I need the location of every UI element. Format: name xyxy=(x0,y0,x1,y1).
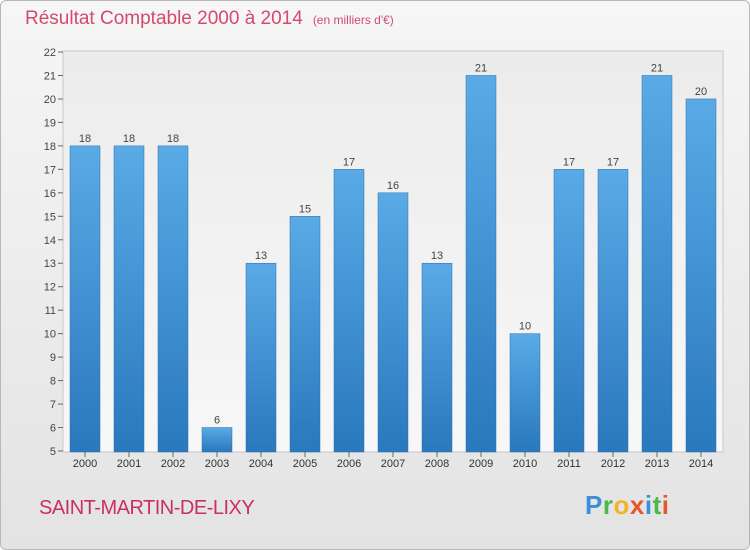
x-tick-label: 2000 xyxy=(73,458,97,470)
y-tick-label: 6 xyxy=(50,423,56,435)
bar xyxy=(289,216,321,453)
data-label: 20 xyxy=(695,86,707,98)
bar xyxy=(377,192,409,453)
logo-letter: t xyxy=(652,490,662,520)
x-tick-label: 2014 xyxy=(689,458,713,470)
y-tick-label: 18 xyxy=(44,141,56,153)
data-label: 13 xyxy=(255,250,267,262)
data-label: 15 xyxy=(299,203,311,215)
data-label: 6 xyxy=(214,415,220,427)
x-tick-label: 2008 xyxy=(425,458,449,470)
x-tick-label: 2013 xyxy=(645,458,669,470)
x-tick-label: 2001 xyxy=(117,458,141,470)
y-tick-label: 12 xyxy=(44,282,56,294)
data-label: 18 xyxy=(79,133,91,145)
data-label: 21 xyxy=(651,62,663,74)
bar xyxy=(245,262,277,453)
y-tick-label: 21 xyxy=(44,70,56,82)
x-tick-label: 2002 xyxy=(161,458,185,470)
data-label: 21 xyxy=(475,62,487,74)
bar xyxy=(509,333,541,453)
y-tick-label: 14 xyxy=(44,235,56,247)
logo-letter: x xyxy=(629,490,645,520)
bar xyxy=(685,98,717,453)
x-tick-label: 2010 xyxy=(513,458,537,470)
bar xyxy=(421,262,453,453)
y-tick-label: 9 xyxy=(50,352,56,364)
y-tick-label: 11 xyxy=(45,305,56,317)
x-tick-label: 2011 xyxy=(557,458,581,470)
x-tick-label: 2003 xyxy=(205,458,229,470)
x-tick-label: 2012 xyxy=(601,458,625,470)
y-tick-label: 19 xyxy=(44,117,56,129)
chart-title: Résultat Comptable 2000 à 2014 (en millie… xyxy=(25,8,394,30)
bar xyxy=(597,169,629,453)
data-label: 17 xyxy=(343,156,355,168)
bar xyxy=(113,145,145,453)
bar xyxy=(69,145,101,453)
x-tick-label: 2007 xyxy=(381,458,405,470)
x-tick-label: 2006 xyxy=(337,458,361,470)
data-label: 13 xyxy=(431,250,443,262)
y-tick-label: 5 xyxy=(50,446,56,458)
y-tick-label: 8 xyxy=(50,376,56,388)
data-label: 17 xyxy=(607,156,619,168)
y-tick-label: 10 xyxy=(44,329,56,341)
bar xyxy=(157,145,189,453)
logo-letter: o xyxy=(613,490,630,520)
y-tick-label: 20 xyxy=(44,94,56,106)
y-tick-label: 22 xyxy=(44,47,56,59)
bar xyxy=(465,75,497,453)
y-tick-label: 16 xyxy=(44,188,56,200)
logo-letter: i xyxy=(661,490,670,520)
data-label: 16 xyxy=(387,180,399,192)
place-name: SAINT-MARTIN-DE-LIXY xyxy=(39,497,255,519)
bar xyxy=(553,169,585,453)
logo-letter: P xyxy=(585,490,603,520)
logo-letter: r xyxy=(602,490,614,520)
proxiti-logo: Proxiti xyxy=(585,490,669,521)
x-tick-label: 2005 xyxy=(293,458,317,470)
data-label: 18 xyxy=(167,133,179,145)
x-tick-label: 2009 xyxy=(469,458,493,470)
bar xyxy=(201,427,233,453)
chart-title-text: Résultat Comptable 2000 à 2014 xyxy=(25,8,303,29)
logo-letter: i xyxy=(644,490,653,520)
y-tick-label: 15 xyxy=(44,211,56,223)
chart-subtitle: (en milliers d'€) xyxy=(312,13,394,27)
data-label: 18 xyxy=(123,133,135,145)
data-label: 17 xyxy=(563,156,575,168)
x-tick-label: 2004 xyxy=(249,458,273,470)
y-tick-label: 13 xyxy=(44,258,56,270)
y-tick-label: 7 xyxy=(50,399,56,411)
bar xyxy=(333,169,365,453)
data-label: 10 xyxy=(519,321,531,333)
y-tick-label: 17 xyxy=(44,164,56,176)
bar xyxy=(641,75,673,453)
